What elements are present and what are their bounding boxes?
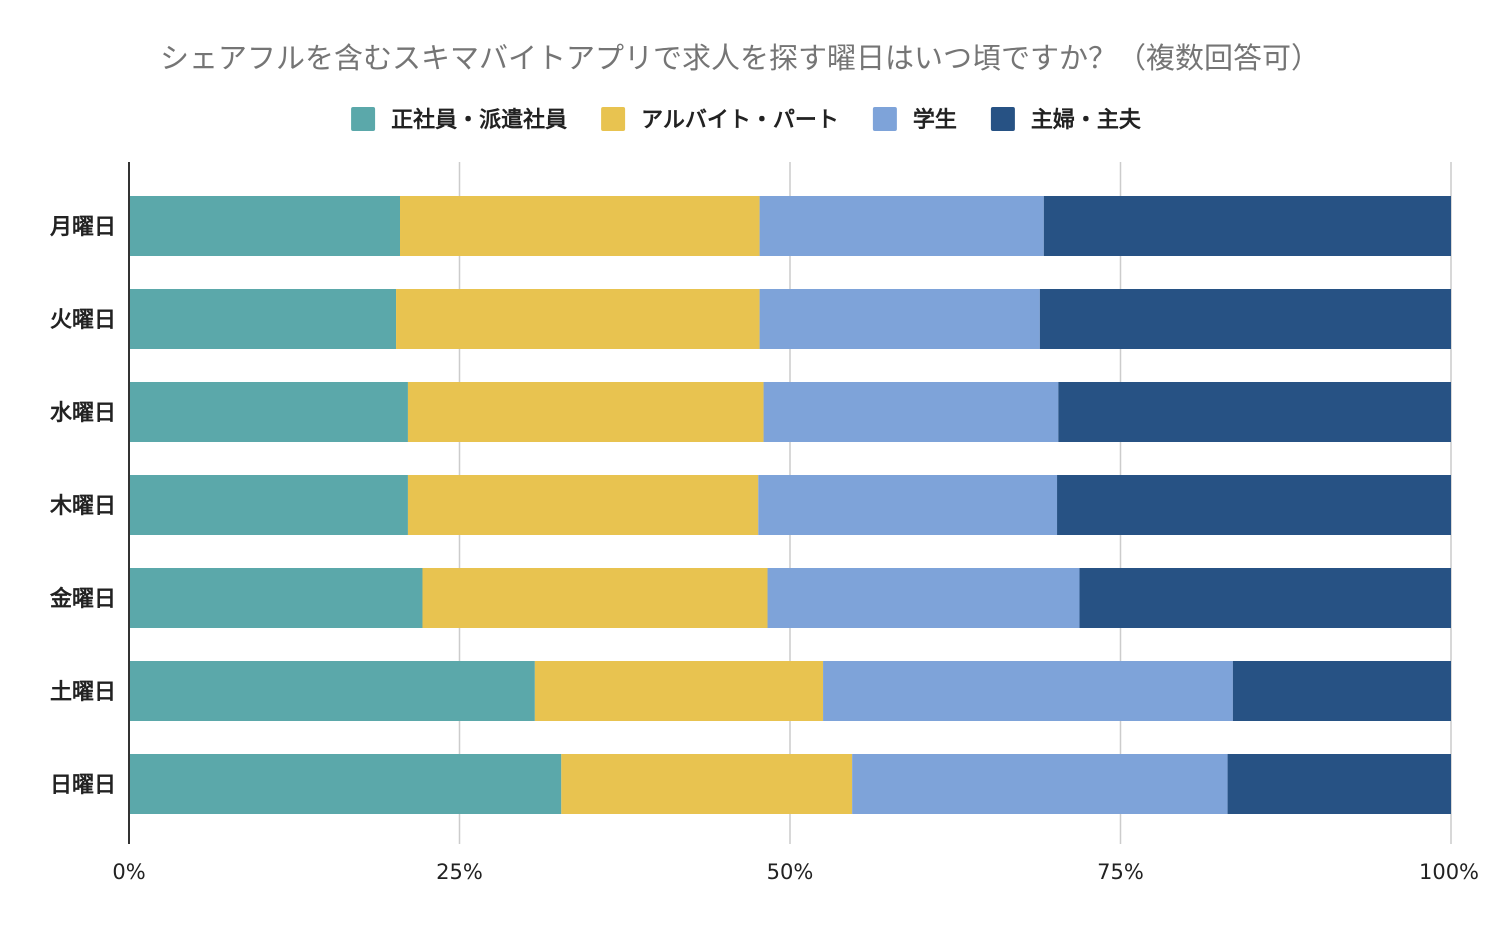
bar-segment [1232,661,1451,721]
bar-segment [1043,196,1451,256]
bar-segment [400,196,760,256]
bar-segment [129,568,423,628]
bar-segment [422,568,768,628]
bar-segment [407,475,759,535]
chart-title: シェアフルを含むスキマバイトアプリで求人を探す曜日はいつ頃ですか？（複数回答可） [160,41,1320,75]
x-tick-label: 75% [1097,860,1144,884]
bar-segment [767,568,1080,628]
bar-segment [407,382,764,442]
bar-segment [396,289,760,349]
category-label: 水曜日 [50,401,116,426]
legend-label: 正社員・派遣社員 [391,107,567,133]
category-label: 木曜日 [49,494,116,519]
bar-segment [1079,568,1451,628]
legend-swatch [351,107,376,131]
bar-segment [129,661,535,721]
legend-item: アルバイト・パート [601,107,839,133]
category-label: 月曜日 [49,215,116,240]
category-label: 火曜日 [50,308,116,333]
bar-segment [759,289,1040,349]
bar-segment [823,661,1233,721]
legend: 正社員・派遣社員 アルバイト・パート 学生 主婦・主夫 [351,107,1142,133]
category-label: 日曜日 [50,773,116,798]
legend-label: 学生 [913,107,957,133]
bar-segment [129,475,408,535]
bar-segment [561,754,853,814]
bar-segment [129,196,401,256]
legend-item: 主婦・主夫 [990,107,1142,133]
bar-segment [1058,382,1451,442]
bar-segment [129,289,397,349]
bar-segment [852,754,1228,814]
legend-item: 学生 [872,107,957,133]
bar-segment [1227,754,1451,814]
bar-segment [1057,475,1451,535]
bar-segment [534,661,824,721]
bar-segment [759,196,1044,256]
bar-segment [758,475,1058,535]
category-label: 土曜日 [50,680,116,705]
legend-swatch [601,107,626,131]
bar-segment [763,382,1059,442]
legend-label: アルバイト・パート [641,108,839,133]
legend-swatch [872,107,897,131]
bars [129,196,1451,814]
bar-segment [129,382,408,442]
category-label: 金曜日 [49,586,116,612]
bar-segment [1039,289,1451,349]
legend-label: 主婦・主夫 [1031,107,1142,133]
x-tick-labels: 0% 25% 50% 75% 100% [112,860,1479,884]
bar-segment [129,754,562,814]
x-tick-label: 0% [112,860,145,884]
x-tick-label: 50% [767,860,814,884]
x-tick-label: 25% [436,860,483,884]
legend-swatch [990,107,1015,131]
x-tick-label: 100% [1419,860,1479,884]
legend-item: 正社員・派遣社員 [351,107,567,133]
